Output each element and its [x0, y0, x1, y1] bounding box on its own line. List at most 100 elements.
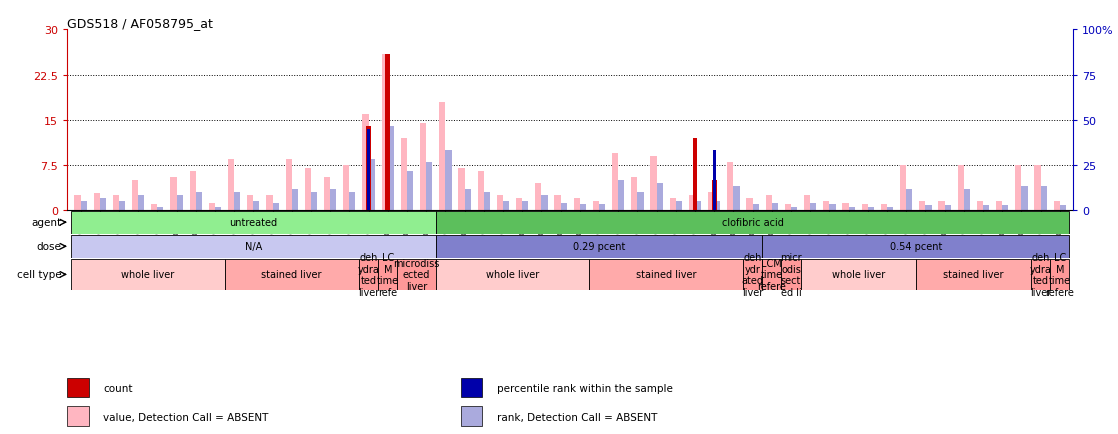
Bar — [113, 196, 119, 210]
Bar — [574, 199, 580, 210]
Text: 0.54 pcent: 0.54 pcent — [890, 242, 942, 252]
Bar — [343, 166, 349, 210]
Text: stained liver: stained liver — [636, 270, 697, 280]
Bar — [692, 138, 698, 210]
Bar — [593, 202, 599, 210]
Text: agent: agent — [31, 218, 61, 228]
Bar — [1041, 187, 1046, 210]
Bar — [436, 235, 762, 258]
Bar — [752, 205, 759, 210]
Bar — [132, 181, 139, 210]
Bar — [436, 211, 1070, 234]
Bar — [945, 206, 950, 210]
Text: count: count — [104, 384, 133, 394]
Bar — [359, 260, 378, 290]
Bar — [420, 124, 426, 210]
Bar — [67, 406, 88, 426]
Bar — [477, 171, 484, 210]
Text: cell type: cell type — [17, 270, 61, 280]
Bar — [881, 205, 887, 210]
Bar — [401, 138, 407, 210]
Bar — [708, 193, 714, 210]
Bar — [651, 157, 656, 210]
Bar — [612, 154, 618, 210]
Bar — [234, 193, 240, 210]
Text: untreated: untreated — [229, 218, 277, 228]
Bar — [381, 54, 388, 210]
Bar — [560, 204, 567, 210]
Text: value, Detection Call = ABSENT: value, Detection Call = ABSENT — [104, 412, 268, 422]
Text: microdiss
ected
liver: microdiss ected liver — [394, 258, 439, 291]
Bar — [461, 378, 482, 398]
Bar — [637, 193, 644, 210]
Bar — [426, 163, 433, 210]
Bar — [675, 202, 682, 210]
Bar — [843, 204, 849, 210]
Bar — [367, 129, 370, 210]
Bar — [70, 260, 225, 290]
Bar — [747, 199, 752, 210]
Text: stained liver: stained liver — [944, 270, 1004, 280]
Text: stained liver: stained liver — [262, 270, 322, 280]
Bar — [830, 205, 835, 210]
Bar — [177, 196, 182, 210]
Bar — [695, 202, 701, 210]
Bar — [916, 260, 1031, 290]
Bar — [766, 196, 771, 210]
Bar — [522, 202, 529, 210]
Bar — [907, 190, 912, 210]
Bar — [900, 166, 907, 210]
Bar — [215, 207, 221, 210]
Bar — [868, 207, 874, 210]
Bar — [461, 406, 482, 426]
Bar — [977, 202, 983, 210]
Bar — [369, 160, 375, 210]
Bar — [1002, 206, 1008, 210]
Text: LC
M
time
refe: LC M time refe — [377, 253, 399, 297]
Bar — [599, 205, 605, 210]
Text: N/A: N/A — [245, 242, 262, 252]
Bar — [465, 190, 471, 210]
Bar — [436, 260, 589, 290]
Bar — [536, 184, 541, 210]
Bar — [727, 163, 733, 210]
Text: whole liver: whole liver — [121, 270, 174, 280]
Bar — [541, 196, 548, 210]
Text: deh
ydra
ted
liver: deh ydra ted liver — [358, 253, 379, 297]
Bar — [75, 196, 80, 210]
Bar — [618, 181, 624, 210]
Bar — [311, 193, 318, 210]
Bar — [1034, 166, 1041, 210]
Bar — [330, 190, 337, 210]
Bar — [771, 204, 778, 210]
Bar — [714, 202, 720, 210]
Bar — [349, 193, 356, 210]
Bar — [119, 202, 125, 210]
Bar — [209, 204, 215, 210]
Bar — [225, 260, 359, 290]
Bar — [632, 178, 637, 210]
Bar — [1015, 166, 1022, 210]
Bar — [964, 190, 970, 210]
Bar — [388, 127, 394, 210]
Bar — [496, 196, 503, 210]
Bar — [190, 171, 196, 210]
Text: percentile rank within the sample: percentile rank within the sample — [498, 384, 673, 394]
Bar — [367, 127, 371, 210]
Bar — [781, 260, 800, 290]
Bar — [517, 199, 522, 210]
Text: whole liver: whole liver — [832, 270, 884, 280]
Bar — [743, 260, 762, 290]
Bar — [139, 196, 144, 210]
Bar — [285, 160, 292, 210]
Bar — [762, 260, 781, 290]
Bar — [266, 196, 273, 210]
Bar — [484, 193, 490, 210]
Text: deh
ydr
ated
liver: deh ydr ated liver — [741, 253, 764, 297]
Bar — [811, 204, 816, 210]
Bar — [733, 187, 739, 210]
Bar — [1053, 202, 1060, 210]
Bar — [80, 202, 87, 210]
Bar — [849, 207, 855, 210]
Bar — [170, 178, 177, 210]
